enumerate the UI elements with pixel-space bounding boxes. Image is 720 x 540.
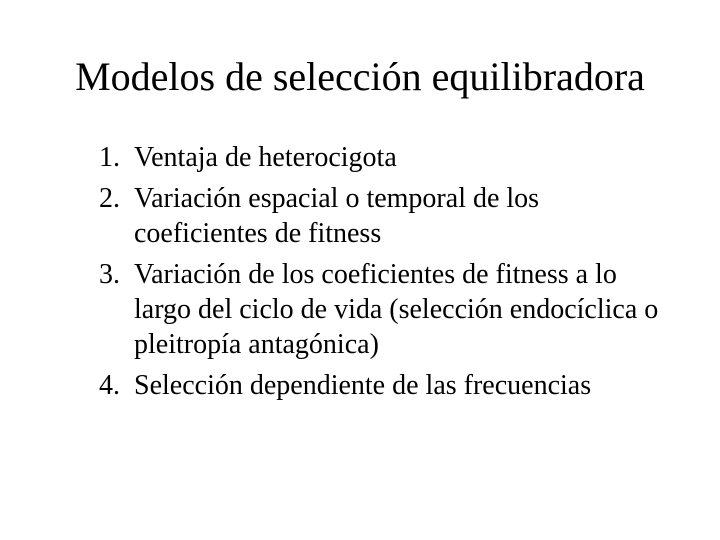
list-item: Variación espacial o temporal de los coe… [126,181,666,251]
numbered-list: Ventaja de heterocigota Variación espaci… [54,140,666,403]
list-item: Ventaja de heterocigota [126,140,666,175]
list-item: Variación de los coeficientes de fitness… [126,257,666,362]
slide-title: Modelos de selección equilibradora [54,54,666,100]
list-item: Selección dependiente de las frecuencias [126,368,666,403]
slide: Modelos de selección equilibradora Venta… [0,0,720,540]
